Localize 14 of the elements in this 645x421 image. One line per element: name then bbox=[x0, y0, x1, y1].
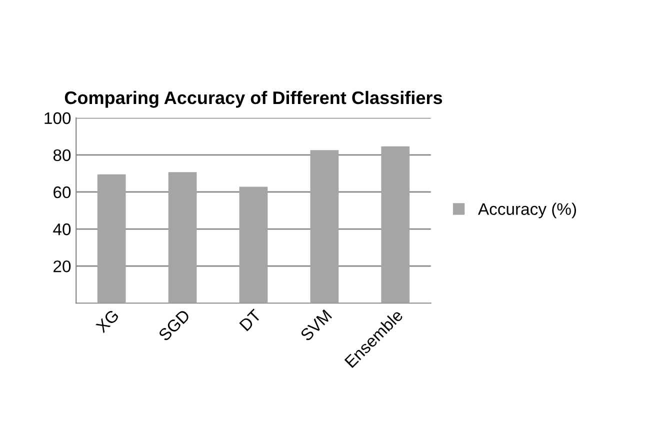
y-tick-label: 40 bbox=[53, 223, 71, 236]
chart-title: Comparing Accuracy of Different Classifiers bbox=[64, 90, 442, 108]
legend-label: Accuracy (%) bbox=[478, 202, 576, 218]
y-tick-label: 20 bbox=[54, 260, 71, 272]
bar bbox=[381, 146, 410, 304]
x-tick-label: DT bbox=[239, 308, 262, 332]
bar bbox=[310, 150, 339, 304]
bar bbox=[239, 186, 268, 304]
y-tick-label: 60 bbox=[54, 186, 71, 198]
y-tick-label: 80 bbox=[53, 149, 71, 162]
bar bbox=[97, 174, 126, 304]
y-tick-label: 100 bbox=[44, 112, 71, 124]
x-tick-label: XG bbox=[95, 309, 120, 334]
bar bbox=[168, 172, 197, 304]
